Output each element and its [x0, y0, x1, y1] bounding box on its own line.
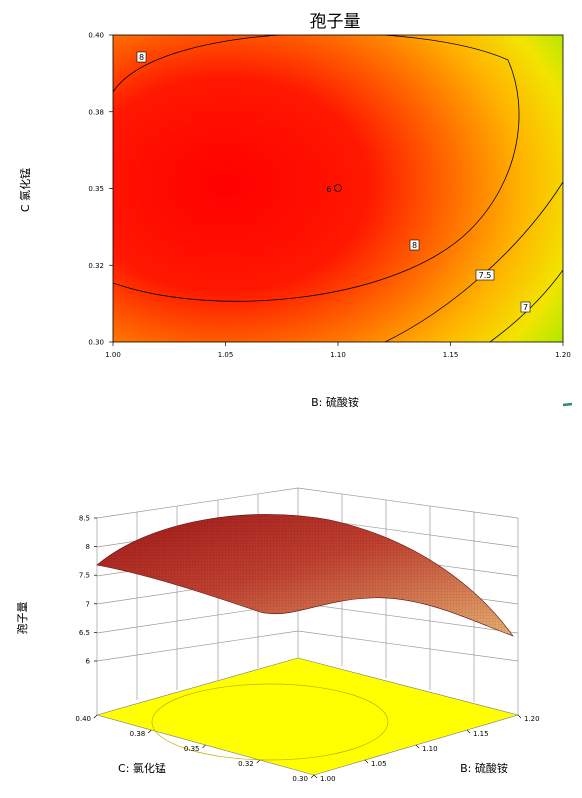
contour-label: 7	[520, 301, 531, 313]
x-tick-label: 1.00	[105, 351, 121, 359]
z-tick-label: 6	[86, 658, 91, 666]
contour-label-text: 8	[139, 53, 144, 62]
contour-label: 8	[409, 239, 420, 251]
x-axis-ticks: 1.00 1.05 1.10 1.15 1.20	[105, 342, 571, 359]
contour-heatmap	[113, 35, 563, 342]
c-tick-label: 0.40	[75, 715, 91, 723]
c-tick-label: 0.30	[292, 775, 308, 783]
y-axis-label: C 氯化锰	[18, 168, 32, 212]
c-tick-mark	[93, 714, 98, 719]
edge-mark	[562, 402, 573, 407]
z-axis-ticks: 6 6.5 7 7.5 8 8.5	[79, 515, 97, 666]
z-axis-label: 孢子量	[16, 602, 29, 635]
contour-label-text: 7	[523, 303, 528, 312]
y-tick-label: 0.32	[88, 262, 104, 270]
contour-chart: 孢子量 8 8 7.5 7 6	[18, 12, 571, 409]
contour-label-text: 7.5	[479, 271, 492, 280]
x-tick-label: 1.20	[555, 351, 571, 359]
x-axis-label: B: 硫酸铵	[311, 395, 359, 409]
c-tick-label: 0.35	[184, 745, 200, 753]
chart-title: 孢子量	[310, 12, 361, 32]
y-tick-label: 0.35	[88, 185, 104, 193]
b-tick-label: 1.00	[320, 775, 336, 783]
contour-line-7	[489, 269, 563, 342]
c-axis-ticks: 0.40 0.38 0.35 0.32 0.30	[75, 714, 315, 783]
x-tick-label: 1.10	[330, 351, 346, 359]
b-tick-label: 1.20	[524, 715, 540, 723]
z-tick-label: 7	[86, 600, 90, 608]
contour-line-8	[113, 35, 520, 302]
design-point-label: 6	[326, 185, 331, 194]
b-axis-ticks: 1.00 1.05 1.10 1.15 1.20	[313, 714, 540, 783]
c-tick-mark	[310, 774, 315, 779]
b-tick-label: 1.05	[371, 760, 387, 768]
y-tick-label: 0.40	[88, 32, 104, 40]
floor-contour	[151, 683, 389, 761]
b-axis-label: B: 硫酸铵	[460, 761, 508, 775]
z-tick-label: 8.5	[79, 515, 90, 523]
z-tick-label: 7.5	[79, 572, 90, 580]
contour-label: 8	[136, 51, 147, 63]
y-tick-label: 0.30	[88, 339, 104, 347]
x-tick-label: 1.15	[443, 351, 459, 359]
b-tick-mark	[313, 774, 318, 779]
x-tick-label: 1.05	[218, 351, 234, 359]
c-axis-label: C: 氯化锰	[118, 761, 166, 775]
z-tick-label: 8	[86, 543, 90, 551]
surface-chart: 6 6.5 7 7.5 8 8.5 孢子量 0.40 0.38 0.35 0.32 0.30 1.…	[16, 487, 540, 783]
y-tick-label: 0.38	[88, 108, 104, 116]
b-tick-label: 1.10	[422, 745, 438, 753]
c-tick-label: 0.32	[238, 760, 254, 768]
contour-label: 7.5	[475, 269, 495, 281]
surface-mesh	[97, 514, 513, 636]
b-tick-label: 1.15	[473, 730, 489, 738]
c-tick-label: 0.38	[130, 730, 146, 738]
b-tick-mark	[415, 744, 420, 749]
c-tick-mark	[148, 729, 152, 734]
b-tick-mark	[466, 729, 471, 734]
design-point-marker	[334, 184, 342, 192]
contour-label-text: 8	[412, 241, 417, 250]
y-axis-ticks: 0.30 0.32 0.35 0.38 0.40	[88, 32, 113, 347]
b-tick-mark	[364, 759, 369, 764]
z-tick-label: 6.5	[79, 629, 90, 637]
c-tick-mark	[256, 759, 260, 764]
c-tick-mark	[202, 744, 206, 749]
design-point: 6	[326, 184, 342, 194]
floor-plane	[95, 657, 520, 776]
b-tick-mark	[517, 714, 522, 719]
